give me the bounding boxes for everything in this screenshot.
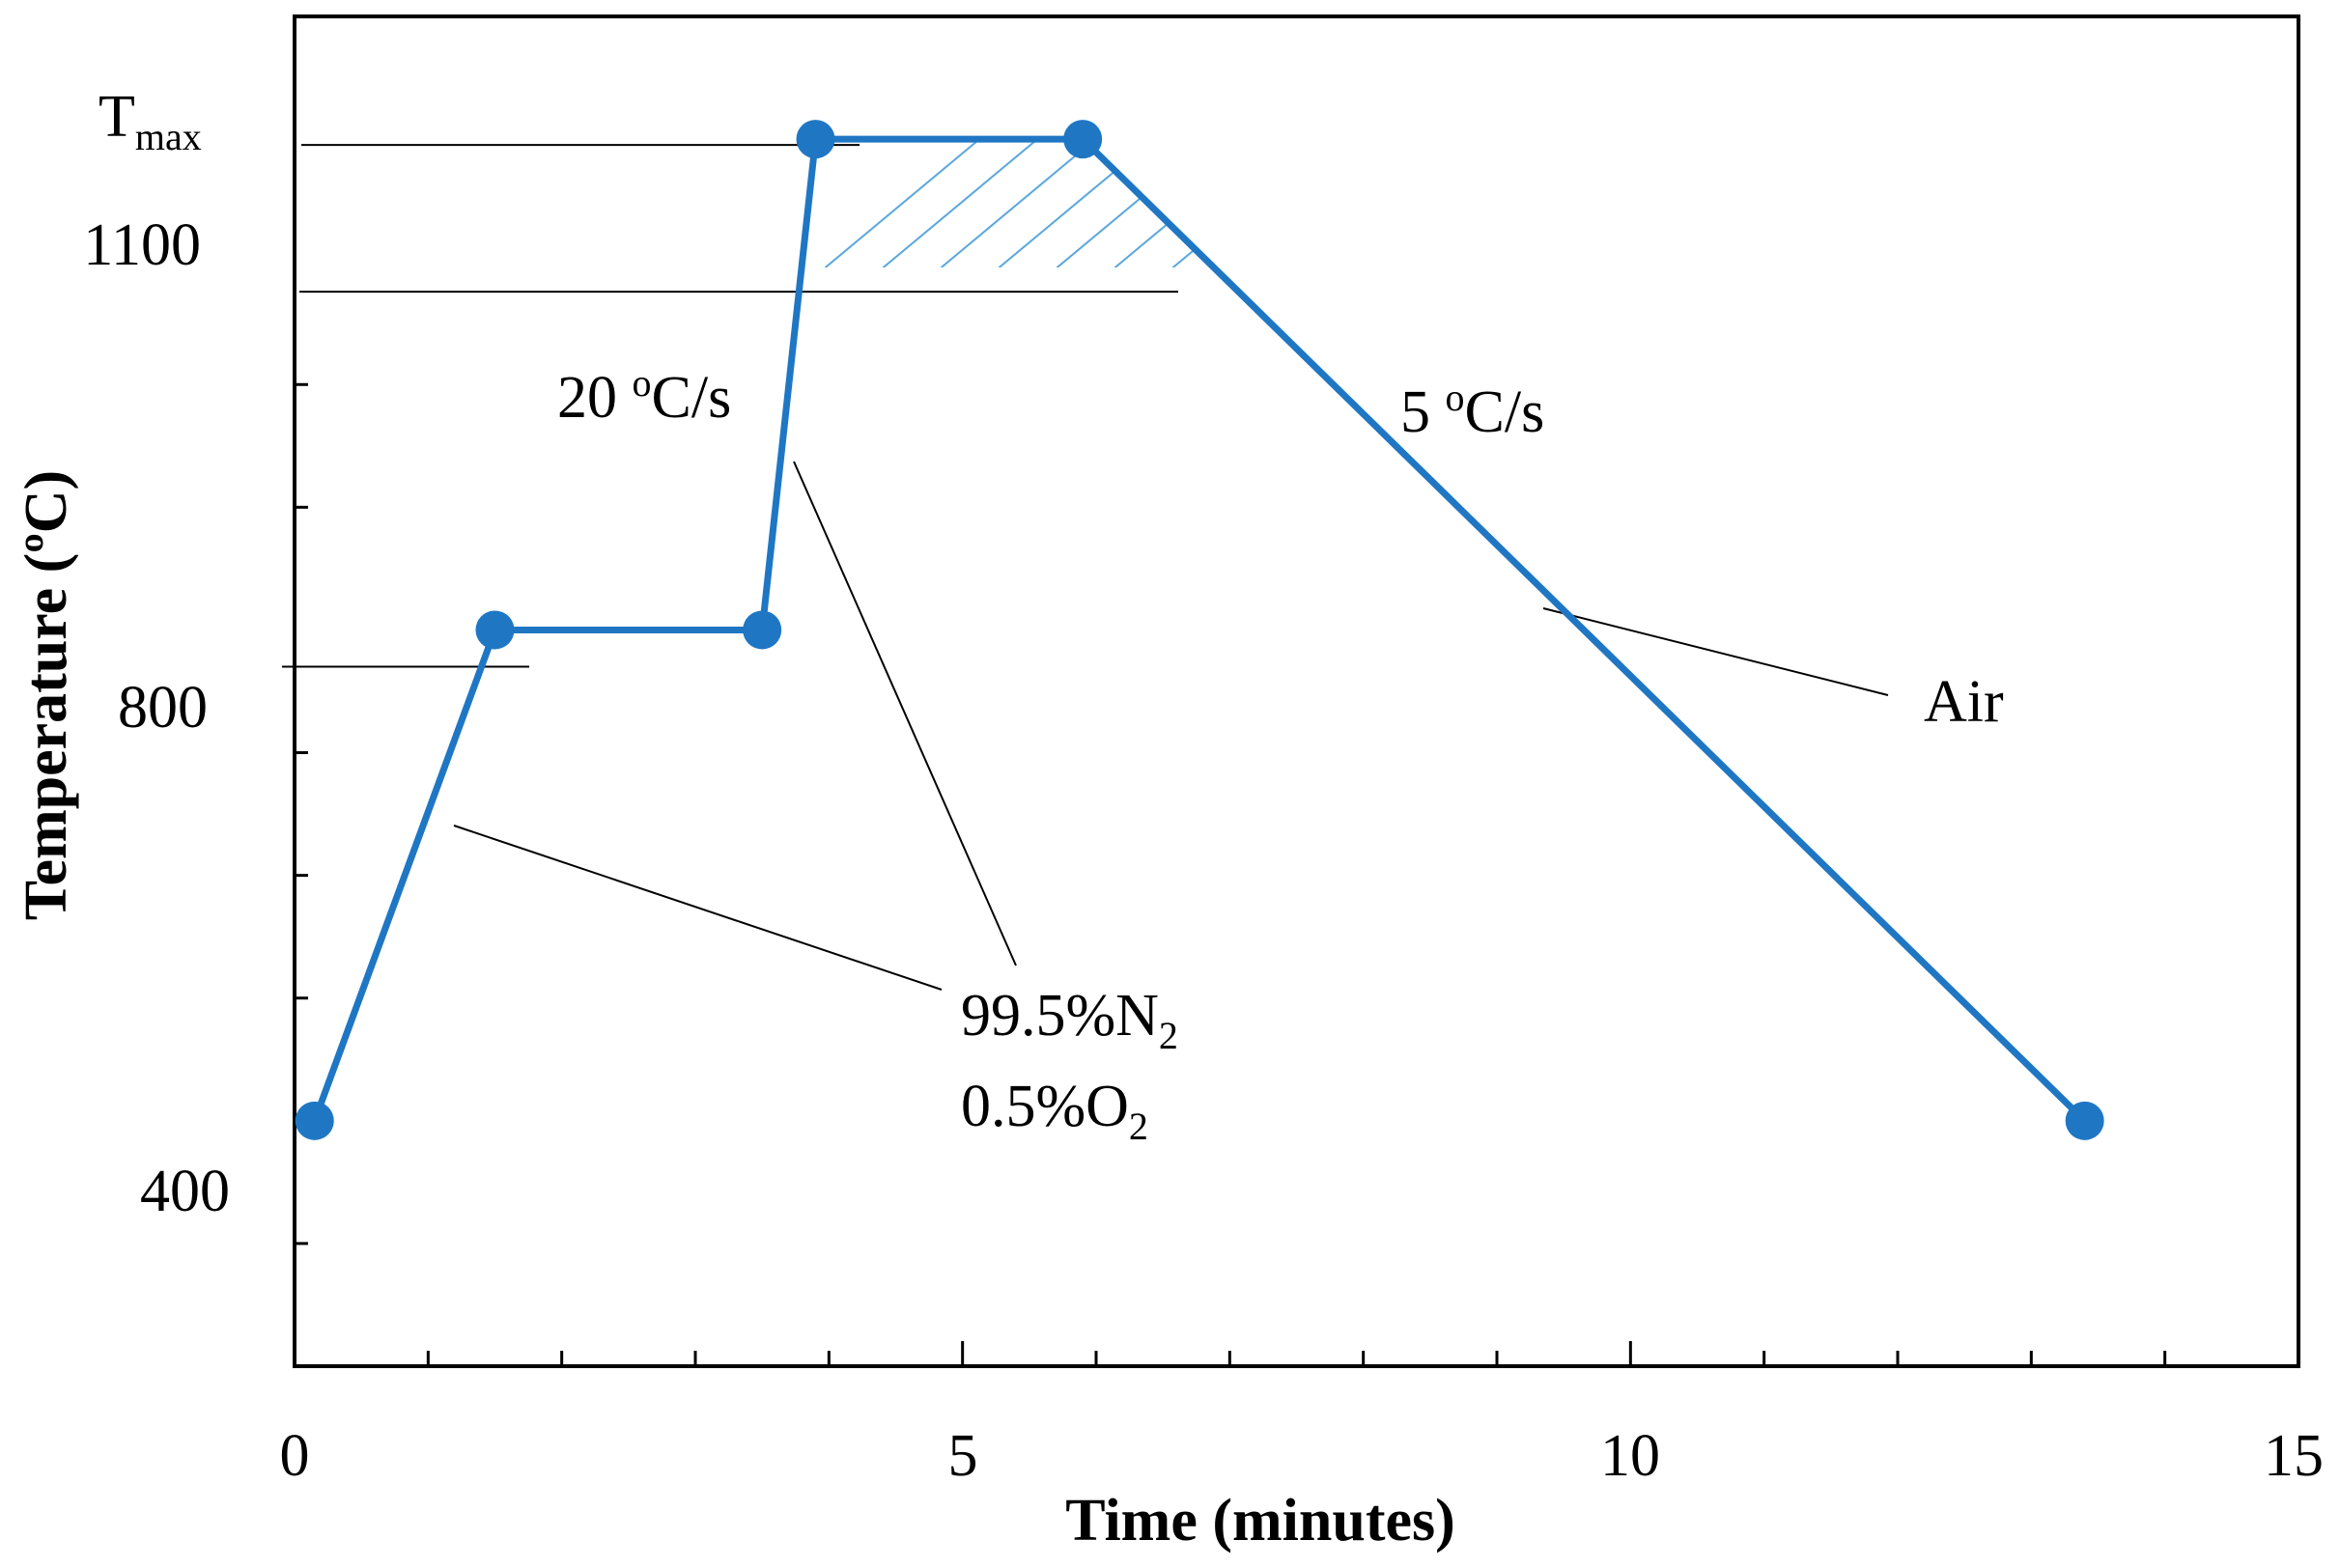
y-tick-label-400: 400 (140, 1159, 230, 1224)
hatched-region (824, 139, 1502, 268)
nitrogen-label: 99.5%N (961, 983, 1159, 1049)
y-tick-label-1100: 1100 (83, 212, 201, 278)
oxygen-label: 0.5%O (961, 1074, 1129, 1139)
data-point-1 (475, 610, 515, 650)
annotation-cooling-rate: 5 oC/s (1400, 376, 1544, 445)
x-tick-label-15: 15 (2264, 1423, 2324, 1489)
leader-air (1542, 607, 1889, 696)
x-tick-label-0: 0 (280, 1423, 310, 1489)
plot-frame (293, 14, 2300, 1368)
cooling-rate-unit: C/s (1465, 379, 1545, 445)
hatch-line-9 (1347, 139, 1502, 267)
axis-ticks (295, 382, 2167, 1366)
annotation-air: Air (1924, 669, 2004, 735)
heating-rate-degree: o (633, 361, 652, 405)
cooling-rate-degree: o (1446, 376, 1465, 419)
annotation-leader-lines (453, 461, 1889, 991)
series-group (295, 120, 2104, 1140)
data-point-2 (743, 610, 782, 650)
heating-rate-value: 20 (557, 365, 633, 431)
annotation-oxygen: 0.5%O2 (961, 1074, 1148, 1148)
data-point-3 (796, 120, 835, 159)
series-line (311, 135, 2088, 1124)
hatch-line-3 (998, 139, 1154, 268)
hatch-line-0 (824, 139, 980, 268)
hatch-line-8 (1289, 139, 1444, 267)
heating-rate-unit: C/s (652, 365, 732, 431)
hatch-line-4 (1056, 139, 1212, 268)
nitrogen-subscript: 2 (1159, 1014, 1178, 1057)
tmax-label-sub: max (135, 115, 202, 158)
tmax-label-main: T (99, 84, 135, 150)
cooling-rate-value: 5 (1400, 379, 1446, 445)
data-point-0 (295, 1101, 334, 1140)
annotation-nitrogen: 99.5%N2 (961, 983, 1178, 1057)
x-tick-label-10: 10 (1600, 1423, 1660, 1489)
y-tick-label-tmax: Tmax (99, 84, 202, 158)
x-axis-title: Time (minutes) (1065, 1488, 1455, 1554)
x-tick-label-5: 5 (948, 1423, 978, 1489)
data-point-4 (1063, 120, 1103, 159)
leader-nitrogen-first-ramp (453, 825, 943, 991)
oxygen-subscript: 2 (1129, 1105, 1148, 1148)
hatch-line-7 (1231, 139, 1386, 267)
leader-nitrogen-second-ramp (793, 461, 1017, 966)
data-point-5 (2065, 1101, 2104, 1140)
y-tick-label-800: 800 (118, 675, 208, 741)
hatch-line-2 (940, 139, 1096, 268)
y-axis-title: Temperature (ºC) (14, 470, 79, 920)
reference-lines (282, 144, 1178, 668)
annotation-heating-rate: 20 oC/s (557, 361, 731, 431)
hatch-line-1 (882, 139, 1038, 268)
